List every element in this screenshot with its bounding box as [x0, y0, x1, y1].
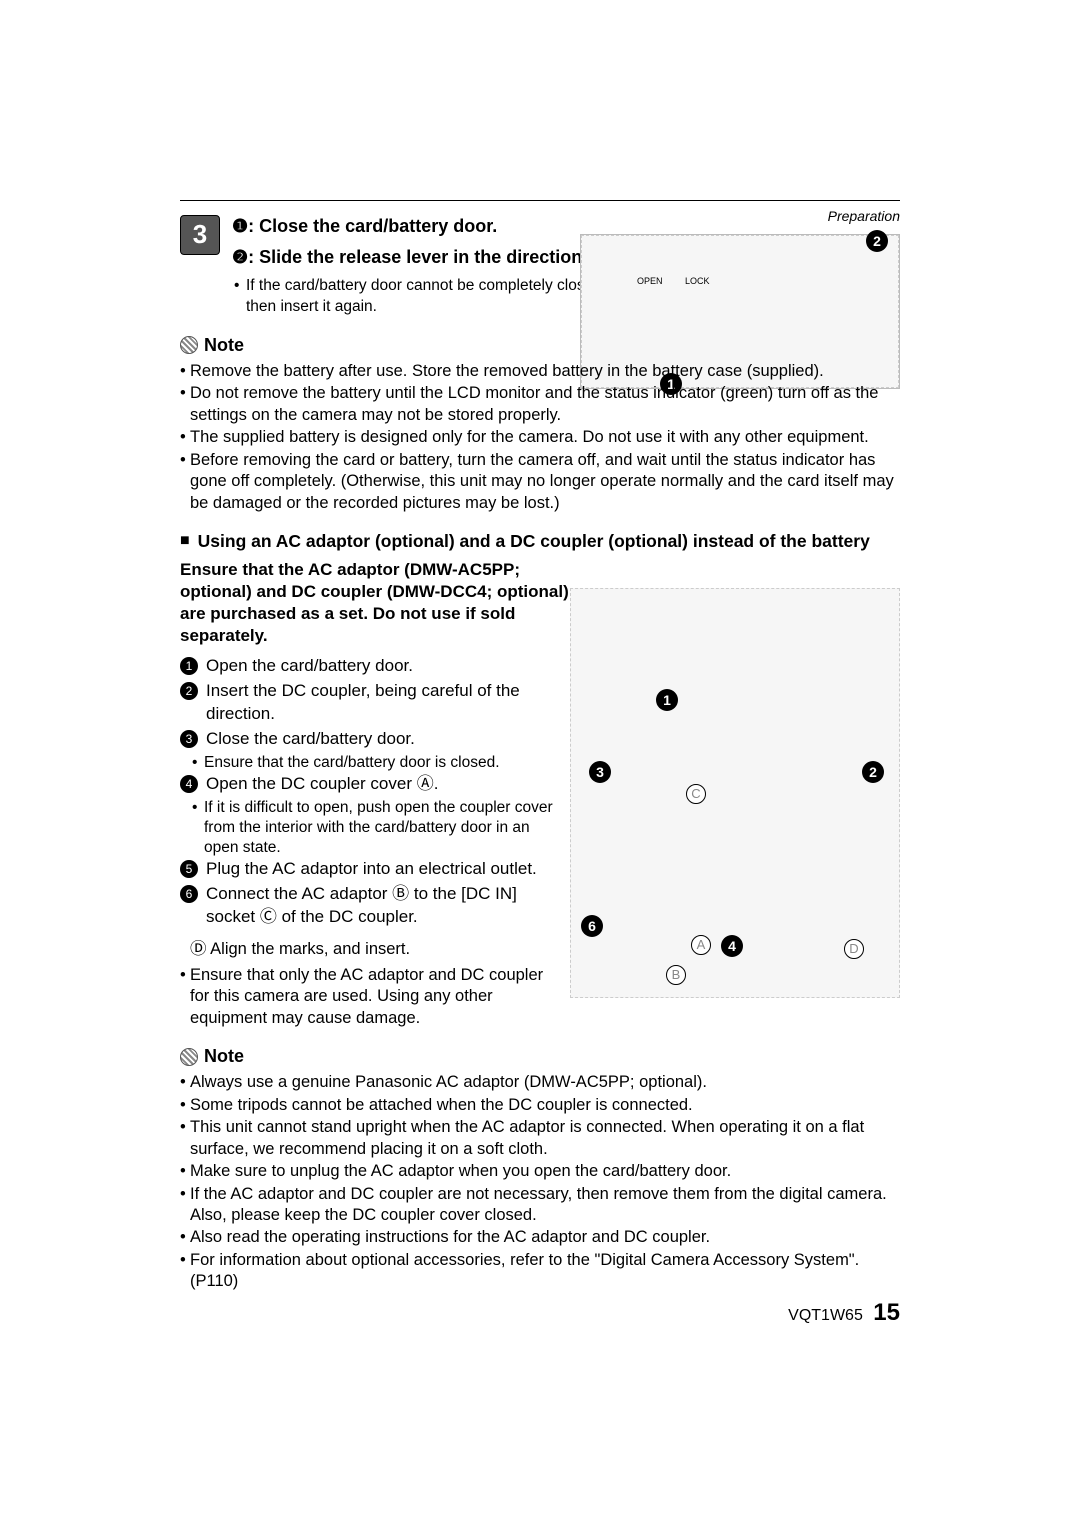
section-header: Preparation: [828, 207, 900, 225]
fig2-callout-6: 6: [581, 915, 603, 937]
page-number: 15: [873, 1299, 900, 1326]
note2-item: Make sure to unplug the AC adaptor when …: [180, 1161, 900, 1182]
ac-step-4b: If it is difficult to open, push open th…: [180, 798, 560, 858]
divider: [180, 200, 900, 201]
ac-step-3: Close the card/battery door.: [206, 729, 415, 748]
ac-heading-text: Using an AC adaptor (optional) and a DC …: [198, 530, 870, 553]
num-5: 5: [180, 860, 198, 878]
note2-item: Also read the operating instructions for…: [180, 1227, 900, 1248]
note2-item: This unit cannot stand upright when the …: [180, 1117, 900, 1160]
note1-item: Before removing the card or battery, tur…: [180, 450, 900, 514]
ac-step-2: Insert the DC coupler, being careful of …: [206, 681, 520, 723]
step-line2-prefix: ❷:: [232, 247, 254, 267]
fig2-letter-d: D: [844, 939, 864, 959]
note1-item: Remove the battery after use. Store the …: [180, 361, 900, 382]
num-1: 1: [180, 657, 198, 675]
note2-item: If the AC adaptor and DC coupler are not…: [180, 1184, 900, 1227]
note-icon: [180, 336, 198, 354]
fig2-callout-1: 1: [656, 689, 678, 711]
page-footer: VQT1W65 15: [788, 1297, 900, 1328]
step-line1-prefix: ❶:: [232, 216, 254, 236]
fig2-callout-3: 3: [589, 761, 611, 783]
num-2: 2: [180, 682, 198, 700]
ac-ensure: Ensure that the AC adaptor (DMW-AC5PP; o…: [180, 559, 580, 647]
step-line1: Close the card/battery door.: [259, 216, 497, 236]
ac-steps: 1 Open the card/battery door. 2 Insert the…: [180, 655, 560, 929]
ac-step-1: Open the card/battery door.: [206, 656, 413, 675]
step-number-badge: 3: [180, 215, 220, 255]
note-title-2: Note: [204, 1045, 244, 1068]
figure-callout-2: 2: [866, 230, 888, 252]
figure-label-lock: LOCK: [685, 276, 710, 288]
fig2-callout-4: 4: [721, 935, 743, 957]
note1-item: The supplied battery is designed only fo…: [180, 427, 900, 448]
doc-code: VQT1W65: [788, 1307, 863, 1324]
fig2-callout-2: 2: [862, 761, 884, 783]
fig2-letter-b: B: [666, 965, 686, 985]
figure-label-open: OPEN: [637, 276, 663, 288]
fig2-letter-a: A: [691, 935, 711, 955]
note-list-2: Always use a genuine Panasonic AC adapto…: [180, 1072, 900, 1292]
note2-item: For information about optional accessori…: [180, 1250, 900, 1293]
ac-step-5: Plug the AC adaptor into an electrical o…: [206, 859, 537, 878]
note-list-1: Remove the battery after use. Store the …: [180, 361, 900, 514]
num-3: 3: [180, 730, 198, 748]
ac-caution: Ensure that only the AC adaptor and DC c…: [180, 965, 560, 1029]
note-icon: [180, 1048, 198, 1066]
note2-item: Some tripods cannot be attached when the…: [180, 1095, 900, 1116]
ac-step-6: Connect the AC adaptor Ⓑ to the [DC IN] …: [206, 884, 517, 926]
note-title-1: Note: [204, 334, 244, 357]
ac-step-3b: Ensure that the card/battery door is clo…: [180, 753, 560, 773]
note1-item: Do not remove the battery until the LCD …: [180, 383, 900, 426]
ac-step-4: Open the DC coupler cover Ⓐ.: [206, 774, 438, 793]
ac-heading: ■ Using an AC adaptor (optional) and a D…: [180, 530, 900, 553]
fig2-letter-c: C: [686, 784, 706, 804]
figure-dc-coupler: 1 2 3 4 6 A B C D: [570, 588, 900, 998]
note-heading-2: Note: [180, 1045, 900, 1068]
note2-item: Always use a genuine Panasonic AC adapto…: [180, 1072, 900, 1093]
ac-align: Ⓓ Align the marks, and insert.: [180, 939, 560, 960]
num-4: 4: [180, 775, 198, 793]
num-6: 6: [180, 885, 198, 903]
square-bullet-icon: ■: [180, 530, 190, 552]
